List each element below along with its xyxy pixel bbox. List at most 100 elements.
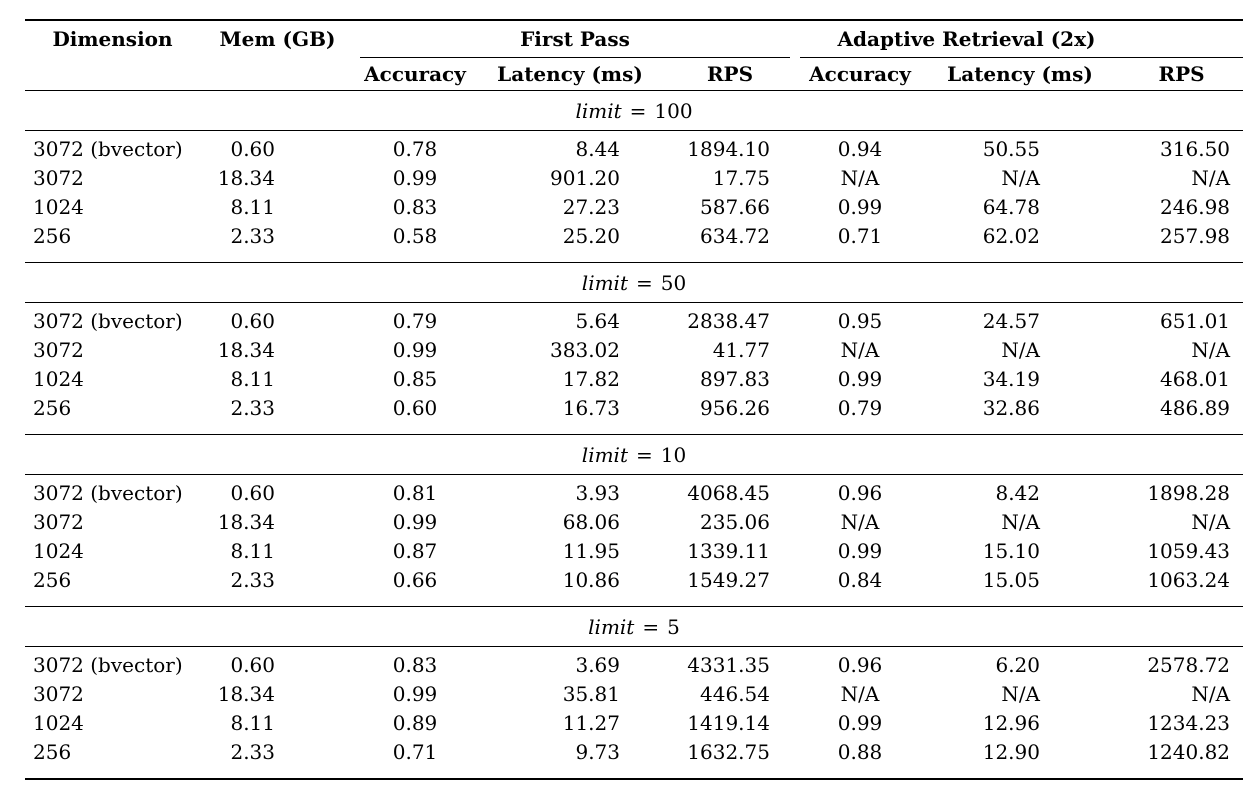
cell-first-pass-accuracy: 0.79 — [392, 308, 438, 333]
cell-mem-gb: 2.33 — [230, 567, 275, 592]
cell-adaptive-latency: 24.57 — [982, 308, 1040, 333]
cell-first-pass-accuracy: 0.66 — [392, 567, 438, 592]
cell-first-pass-accuracy: 0.83 — [392, 652, 438, 677]
table-row: 3072 18.34 0.99 383.02 41.77 N/A N/A N/A — [25, 335, 1243, 364]
empty-cell — [200, 58, 355, 91]
cell-first-pass-accuracy: 0.99 — [392, 337, 438, 362]
table-row: 256 2.33 0.71 9.73 1632.75 0.88 12.90 12… — [25, 737, 1243, 779]
section-limit-row: limit = 10 — [25, 434, 1244, 475]
header-dimension: Dimension — [52, 27, 173, 52]
table-row: 3072 (bvector) 0.60 0.81 3.93 4068.45 0.… — [25, 475, 1243, 508]
table-row: 3072 (bvector) 0.60 0.83 3.69 4331.35 0.… — [25, 647, 1243, 680]
cell-first-pass-rps: 446.54 — [700, 681, 770, 706]
cell-first-pass-latency: 11.27 — [562, 710, 620, 735]
cell-adaptive-rps: N/A — [1191, 681, 1231, 706]
subheader-ar-rps: RPS — [1158, 62, 1205, 86]
cell-first-pass-accuracy: 0.87 — [392, 538, 438, 563]
cell-mem-gb: 8.11 — [230, 194, 275, 219]
cell-first-pass-latency: 3.93 — [575, 480, 620, 505]
cell-adaptive-rps: 246.98 — [1160, 194, 1231, 219]
cell-adaptive-rps: 2578.72 — [1147, 652, 1231, 677]
subheader-fp-accuracy: Accuracy — [364, 62, 466, 86]
header-mem: Mem (GB) — [219, 27, 336, 52]
cell-adaptive-latency: 8.42 — [995, 480, 1040, 505]
cell-mem-gb: 8.11 — [230, 366, 275, 391]
cell-first-pass-rps: 1549.27 — [687, 567, 770, 592]
limit-value: 50 — [660, 270, 687, 295]
cell-dimension: 1024 — [33, 710, 84, 735]
cell-mem-gb: 8.11 — [230, 710, 275, 735]
cell-adaptive-latency: 12.90 — [982, 739, 1040, 764]
cell-first-pass-rps: 1632.75 — [687, 739, 770, 764]
cell-adaptive-rps: 486.89 — [1160, 395, 1231, 420]
limit-value: 10 — [660, 442, 687, 467]
cell-adaptive-accuracy: 0.84 — [837, 567, 883, 592]
cell-first-pass-latency: 3.69 — [575, 652, 620, 677]
column-spacer — [790, 565, 800, 607]
cell-adaptive-latency: 6.20 — [995, 652, 1040, 677]
cell-adaptive-rps: 1063.24 — [1147, 567, 1231, 592]
cell-first-pass-rps: 897.83 — [700, 366, 770, 391]
cell-adaptive-accuracy: 0.95 — [837, 308, 883, 333]
cell-adaptive-accuracy: 0.88 — [837, 739, 883, 764]
cell-adaptive-rps: 1059.43 — [1147, 538, 1231, 563]
cell-adaptive-latency: N/A — [1001, 165, 1040, 190]
header-group-adaptive-retrieval: Adaptive Retrieval (2x) — [800, 20, 1244, 58]
cell-first-pass-rps: 235.06 — [700, 509, 770, 534]
cell-first-pass-rps: 634.72 — [700, 223, 770, 248]
equals-sign: = — [642, 614, 660, 639]
cell-mem-gb: 18.34 — [217, 337, 275, 362]
cell-adaptive-accuracy: 0.96 — [837, 652, 883, 677]
cell-mem-gb: 18.34 — [217, 165, 275, 190]
cell-first-pass-accuracy: 0.60 — [392, 395, 438, 420]
cell-adaptive-rps: 316.50 — [1160, 136, 1231, 161]
cell-first-pass-accuracy: 0.83 — [392, 194, 438, 219]
cell-first-pass-rps: 956.26 — [700, 395, 770, 420]
cell-first-pass-latency: 9.73 — [575, 739, 620, 764]
cell-dimension: 256 — [33, 395, 72, 420]
cell-first-pass-accuracy: 0.71 — [392, 739, 438, 764]
cell-adaptive-rps: N/A — [1191, 337, 1231, 362]
cell-adaptive-latency: 15.05 — [982, 567, 1040, 592]
cell-dimension: 3072 — [33, 681, 84, 706]
cell-adaptive-latency: N/A — [1001, 337, 1040, 362]
cell-first-pass-latency: 11.95 — [562, 538, 620, 563]
column-spacer — [790, 679, 800, 708]
cell-mem-gb: 0.60 — [230, 308, 275, 333]
section-limit-row: limit = 50 — [25, 262, 1244, 303]
limit-value: 5 — [667, 614, 680, 639]
column-spacer — [790, 131, 800, 164]
cell-adaptive-accuracy: N/A — [840, 165, 880, 190]
cell-adaptive-accuracy: N/A — [840, 509, 880, 534]
subheader-fp-latency: Latency (ms) — [497, 62, 643, 86]
cell-adaptive-accuracy: 0.71 — [837, 223, 883, 248]
table-row: 1024 8.11 0.89 11.27 1419.14 0.99 12.96 … — [25, 708, 1243, 737]
cell-first-pass-latency: 27.23 — [562, 194, 620, 219]
equals-sign: = — [629, 98, 647, 123]
cell-first-pass-latency: 35.81 — [562, 681, 620, 706]
cell-adaptive-latency: N/A — [1001, 681, 1040, 706]
cell-dimension: 3072 (bvector) — [33, 136, 183, 161]
table-row: 3072 18.34 0.99 35.81 446.54 N/A N/A N/A — [25, 679, 1243, 708]
cell-adaptive-accuracy: 0.79 — [837, 395, 883, 420]
cell-dimension: 3072 (bvector) — [33, 652, 183, 677]
limit-word: limit — [575, 98, 622, 123]
cell-mem-gb: 8.11 — [230, 538, 275, 563]
table-row: 1024 8.11 0.87 11.95 1339.11 0.99 15.10 … — [25, 536, 1243, 565]
cell-dimension: 256 — [33, 739, 72, 764]
subheader-ar-accuracy: Accuracy — [809, 62, 911, 86]
cell-first-pass-accuracy: 0.99 — [392, 681, 438, 706]
cell-adaptive-accuracy: N/A — [840, 337, 880, 362]
cell-first-pass-accuracy: 0.99 — [392, 509, 438, 534]
cell-adaptive-accuracy: 0.99 — [837, 366, 883, 391]
table-row: 3072 18.34 0.99 901.20 17.75 N/A N/A N/A — [25, 163, 1243, 192]
column-spacer — [790, 647, 800, 680]
cell-adaptive-latency: 62.02 — [982, 223, 1040, 248]
cell-first-pass-latency: 8.44 — [575, 136, 620, 161]
header-row-subcolumns: Accuracy Latency (ms) RPS Accuracy Laten… — [25, 58, 1243, 91]
column-spacer — [790, 192, 800, 221]
cell-mem-gb: 2.33 — [230, 395, 275, 420]
cell-first-pass-accuracy: 0.85 — [392, 366, 438, 391]
cell-adaptive-rps: N/A — [1191, 509, 1231, 534]
